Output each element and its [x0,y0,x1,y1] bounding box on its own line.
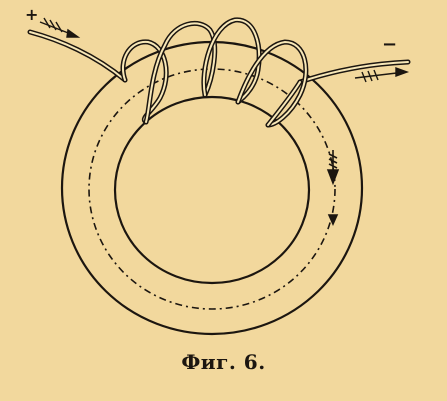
lead-wire-positive [27,17,128,83]
positive-terminal-sign: + [25,5,39,24]
lead-wire-negative [297,59,411,85]
coil-turn [143,20,218,125]
magnetic-flux-path [88,68,336,310]
coil-windings [120,17,309,128]
toroid-ring [60,40,364,336]
flux-direction-arrow [326,150,340,226]
ring-outer-edge [60,40,364,336]
ring-inner-edge [113,95,311,285]
coil-turn [235,39,309,128]
coil-turn [265,79,303,128]
negative-terminal-sign: − [382,34,398,55]
figure-caption: Фиг. 6. [181,350,266,374]
coil-turn [201,17,262,105]
